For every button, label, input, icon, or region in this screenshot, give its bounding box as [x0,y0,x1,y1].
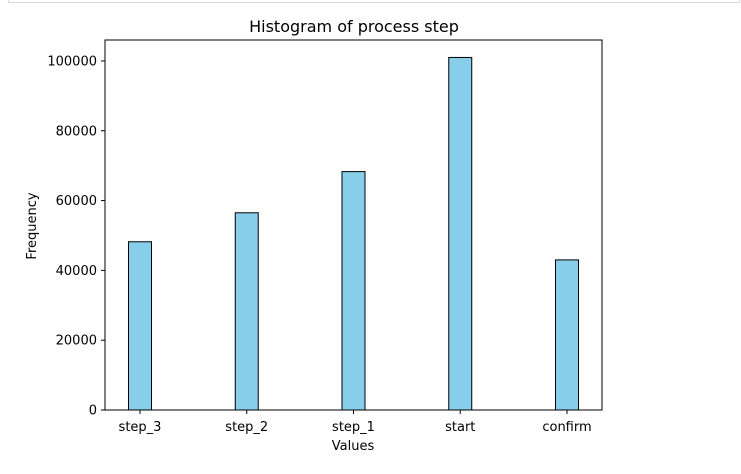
x-tick-label: start [445,420,475,435]
x-tick-label: step_3 [119,420,162,435]
bar-step_2 [234,212,259,411]
bar-confirm [555,259,579,411]
bar-step_3 [128,241,152,411]
top-frame-edge [8,0,740,3]
y-tick-label: 0 [89,404,97,419]
y-tick-label: 20000 [56,334,97,349]
x-tick-label: step_2 [225,420,268,435]
bar-start [448,56,473,411]
y-tick-label: 80000 [56,124,97,139]
y-tick-label: 60000 [56,194,97,209]
bar-step_1 [341,171,366,411]
chart-title: Histogram of process step [249,17,459,36]
x-tick-label: confirm [542,420,591,435]
y-axis-label: Frequency [25,192,40,259]
plot-area-frame [104,39,603,411]
x-tick-label: step_1 [332,420,375,435]
y-tick-label: 100000 [47,54,97,69]
x-axis-label: Values [332,439,375,454]
y-tick-label: 40000 [56,264,97,279]
